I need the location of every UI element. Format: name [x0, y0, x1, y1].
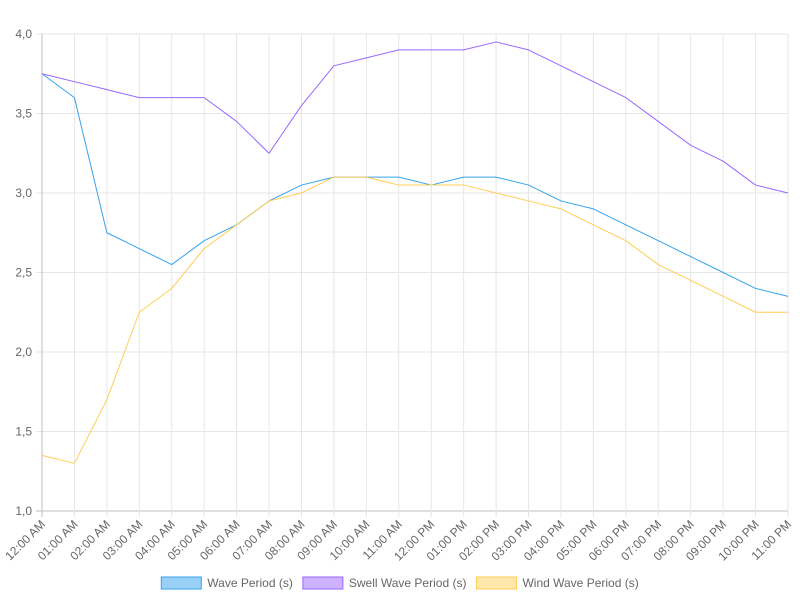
legend-swatch: [160, 576, 202, 590]
y-tick-label: 2,5: [15, 266, 32, 280]
y-tick-label: 1,5: [15, 425, 32, 439]
legend-swatch: [475, 576, 517, 590]
y-tick-label: 3,5: [15, 107, 32, 121]
y-tick-label: 2,0: [15, 345, 32, 359]
grid: [36, 33, 789, 517]
series-line-1: [41, 41, 789, 194]
y-axis-ticks: 1,0 1,5 2,0 2,5 3,0 3,5 4,0: [15, 27, 32, 518]
series-line-0: [41, 73, 789, 297]
legend-swatch: [302, 576, 344, 590]
series-line-2: [41, 176, 788, 464]
y-tick-label: 3,0: [15, 186, 32, 200]
legend-item[interactable]: Wind Wave Period (s): [475, 576, 639, 590]
legend-item[interactable]: Swell Wave Period (s): [302, 576, 467, 590]
legend-label: Wind Wave Period (s): [522, 576, 638, 590]
legend-item[interactable]: Wave Period (s): [160, 576, 293, 590]
legend-label: Wave Period (s): [207, 576, 293, 590]
legend-label: Swell Wave Period (s): [349, 576, 467, 590]
y-tick-label: 4,0: [15, 27, 32, 41]
series-lines: [41, 41, 789, 464]
legend: Wave Period (s) Swell Wave Period (s) Wind…: [160, 576, 639, 590]
y-tick-label: 1,0: [15, 504, 32, 518]
